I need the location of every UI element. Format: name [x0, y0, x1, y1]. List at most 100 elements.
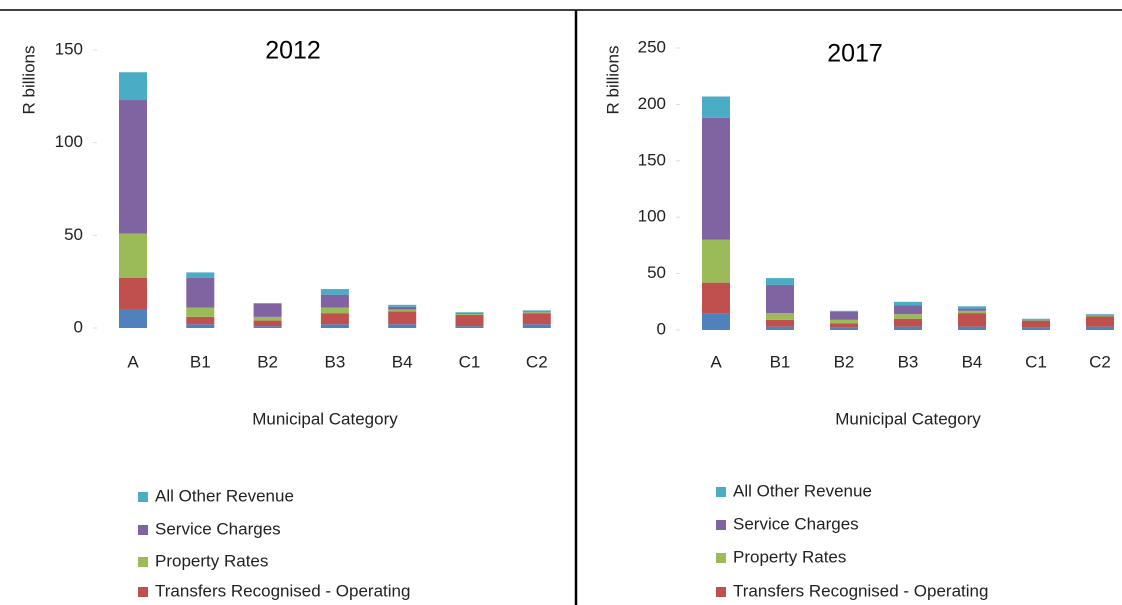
bar-segment: [894, 314, 922, 319]
x-tick-label: A: [127, 352, 139, 371]
bar-segment: [320, 294, 349, 308]
x-tick-label: B4: [392, 352, 413, 371]
y-tick-label: 250: [638, 37, 666, 56]
bar-segment: [522, 312, 551, 314]
bar-segment: [119, 309, 147, 328]
bar-segment: [253, 320, 282, 327]
bar-segment: [186, 272, 215, 278]
bar-segment: [702, 117, 730, 240]
y-tick-label: 50: [64, 225, 83, 244]
bar-segment: [1086, 326, 1114, 330]
x-tick-label: C1: [1025, 352, 1047, 371]
bar-segment: [1086, 314, 1114, 316]
y-tick-label: 0: [74, 317, 83, 336]
bar-segment: [388, 324, 417, 328]
bar-segment: [958, 313, 986, 327]
bar-segment: [320, 313, 349, 325]
bar-segment: [958, 310, 986, 314]
legend-label: Service Charges: [733, 514, 859, 533]
x-tick-label: C2: [526, 352, 548, 371]
legend-swatch: [138, 557, 148, 567]
bar-segment: [702, 282, 730, 314]
bar-segment: [830, 323, 858, 328]
legend-label: Property Rates: [155, 551, 268, 570]
legend-swatch: [716, 587, 726, 597]
bar-segment: [388, 311, 417, 325]
bar-segment: [455, 315, 484, 327]
legend-label: Property Rates: [733, 547, 846, 566]
bar-segment: [830, 327, 858, 330]
y-tick-label: 0: [657, 319, 666, 338]
chart-title: 2017: [827, 40, 883, 68]
legend-swatch: [716, 553, 726, 563]
bar-segment: [388, 309, 417, 312]
bar-segment: [253, 303, 282, 317]
y-tick-label: 100: [55, 132, 83, 151]
x-tick-label: B3: [325, 352, 346, 371]
bar-segment: [186, 277, 215, 308]
bar-segment: [958, 308, 986, 311]
x-tick-label: B4: [962, 352, 983, 371]
bar-segment: [522, 310, 551, 312]
bar-segment: [894, 301, 922, 306]
bar-segment: [388, 306, 417, 310]
bar-segment: [1022, 318, 1050, 320]
y-tick-label: 150: [638, 150, 666, 169]
y-tick-label: 100: [638, 207, 666, 226]
y-tick-label: 200: [638, 94, 666, 113]
bar-segment: [320, 289, 349, 295]
bar-segment: [522, 311, 551, 313]
bar-segment: [320, 324, 349, 328]
x-tick-label: B3: [898, 352, 919, 371]
bar-segment: [186, 316, 215, 325]
bar-segment: [958, 306, 986, 309]
bar-segment: [119, 100, 147, 234]
bar-segment: [522, 313, 551, 325]
bar-segment: [830, 311, 858, 320]
x-tick-label: C2: [1089, 352, 1111, 371]
bar-segment: [958, 326, 986, 330]
bar-segment: [455, 312, 484, 314]
bar-segment: [1086, 315, 1114, 317]
bar-segment: [119, 72, 147, 101]
legend-swatch: [138, 587, 148, 597]
bar-segment: [766, 278, 794, 285]
x-axis-label: Municipal Category: [835, 409, 981, 428]
bar-segment: [186, 307, 215, 317]
x-tick-label: B2: [257, 352, 278, 371]
y-axis-label: R billions: [603, 46, 622, 115]
x-tick-label: B1: [190, 352, 211, 371]
bar-segment: [702, 313, 730, 330]
legend-label: All Other Revenue: [155, 486, 294, 505]
bar-segment: [119, 233, 147, 278]
bar-segment: [766, 319, 794, 327]
bar-segment: [1022, 320, 1050, 328]
bar-segment: [894, 318, 922, 327]
bar-segment: [119, 277, 147, 310]
legend-swatch: [138, 525, 148, 535]
x-axis-label: Municipal Category: [252, 409, 398, 428]
bar-segment: [388, 304, 417, 307]
bar-segment: [186, 324, 215, 328]
y-tick-label: 50: [647, 263, 666, 282]
bar-segment: [253, 326, 282, 328]
bar-segment: [1022, 327, 1050, 330]
bar-segment: [455, 314, 484, 316]
bar-segment: [766, 313, 794, 320]
x-tick-label: A: [710, 352, 722, 371]
legend-swatch: [716, 487, 726, 497]
bar-segment: [1022, 320, 1050, 321]
bar-segment: [702, 96, 730, 118]
bar-segment: [455, 313, 484, 315]
bar-segment: [894, 326, 922, 330]
x-tick-label: B1: [770, 352, 791, 371]
legend-label: Service Charges: [155, 519, 281, 538]
bar-segment: [320, 307, 349, 314]
x-tick-label: C1: [459, 352, 481, 371]
y-axis-label: R billions: [19, 46, 38, 115]
bar-segment: [455, 326, 484, 328]
legend-swatch: [138, 492, 148, 502]
bar-segment: [766, 284, 794, 314]
bar-segment: [253, 316, 282, 321]
